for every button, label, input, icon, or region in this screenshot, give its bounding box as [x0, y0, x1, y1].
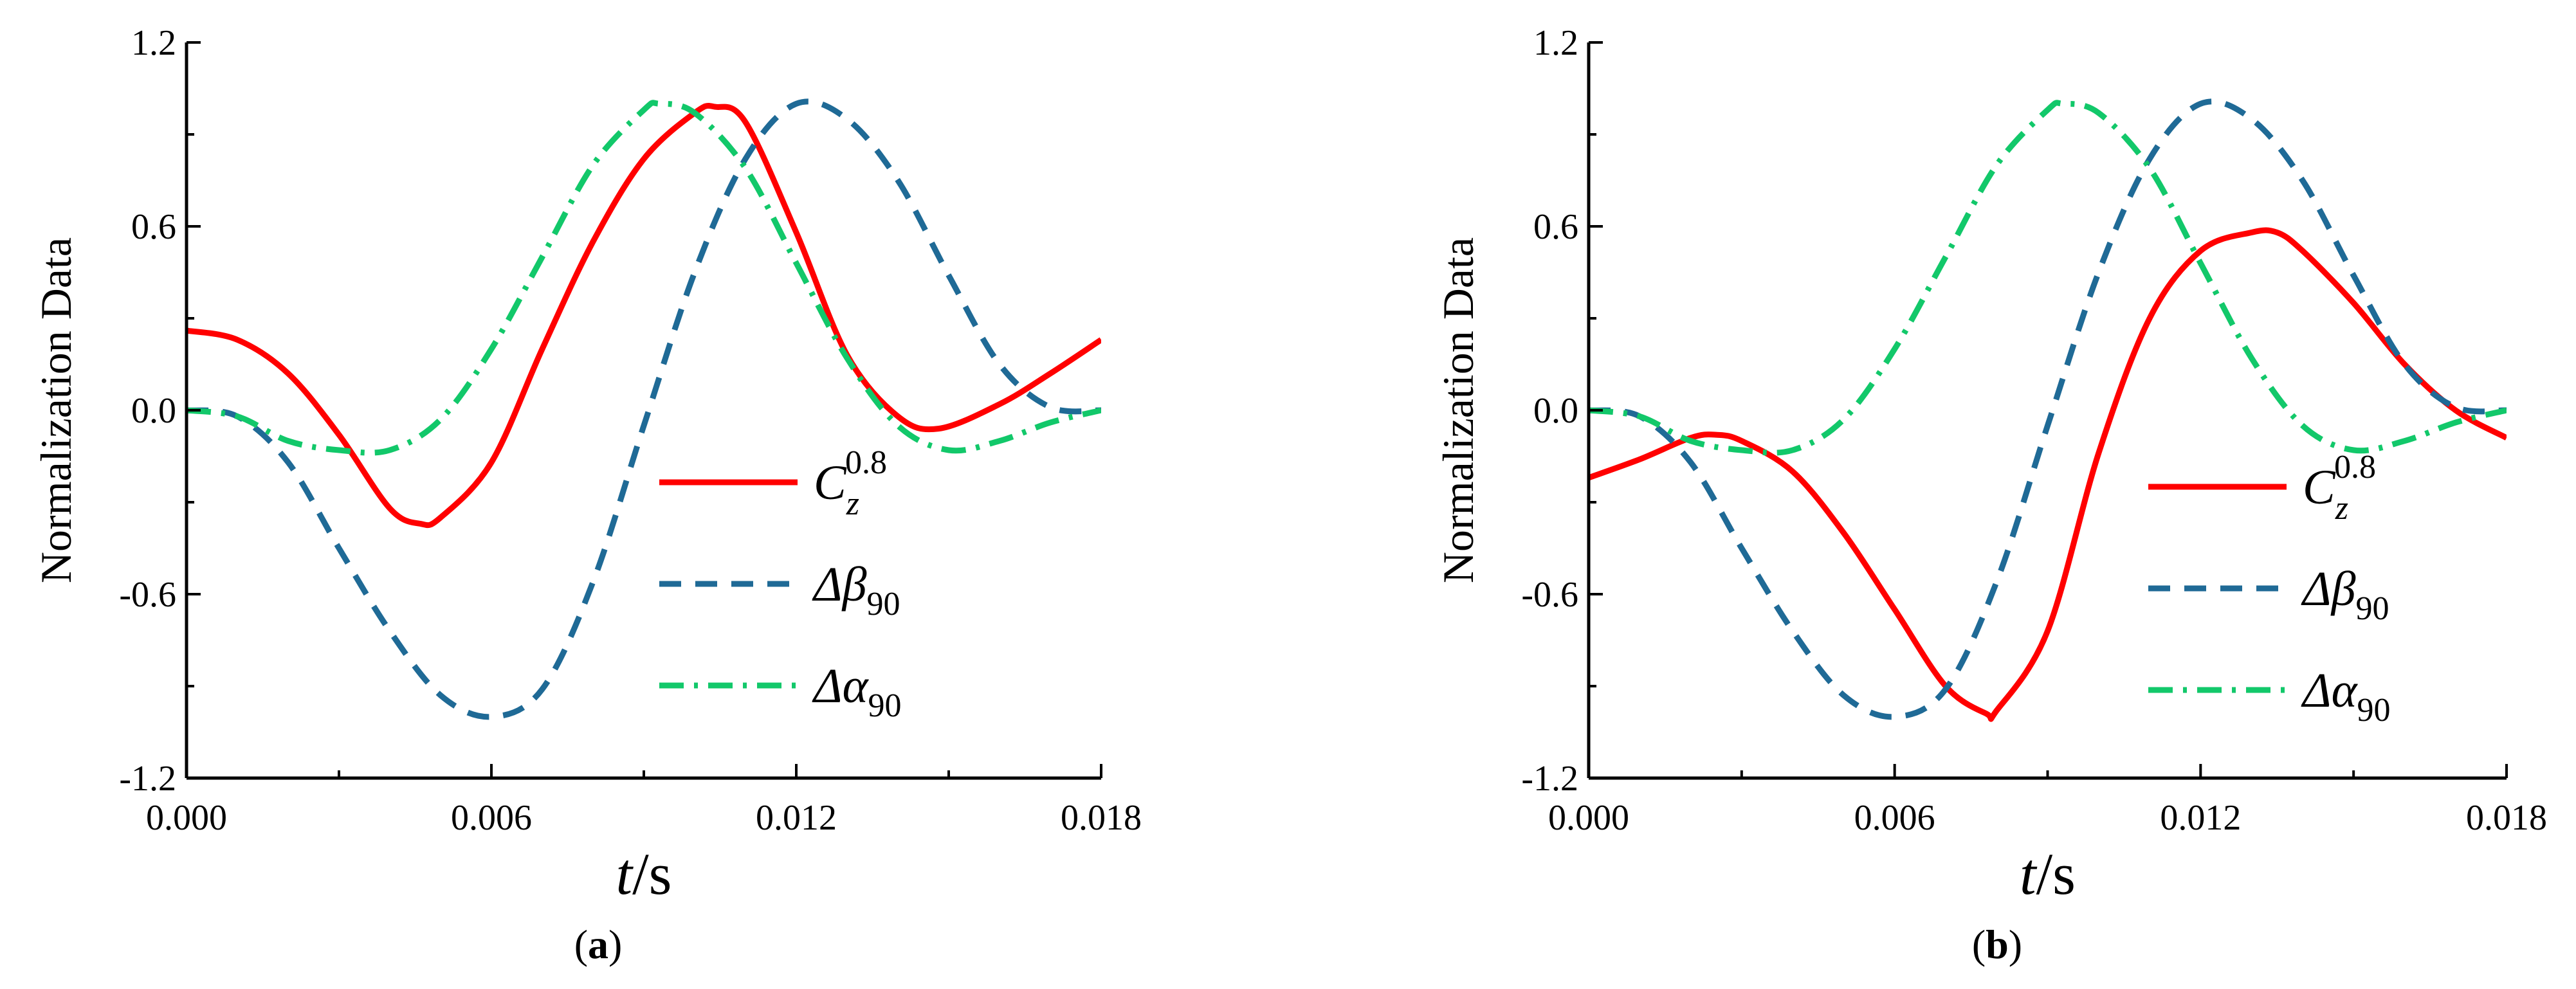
series-line-dalpha: [1589, 100, 2507, 456]
x-tick-label: 0.012: [756, 798, 837, 838]
y-tick-label: 0.0: [131, 391, 176, 431]
panel-label: (b): [1972, 921, 2022, 967]
x-tick-label: 0.018: [2466, 798, 2547, 838]
legend-label-sub: z: [846, 485, 859, 522]
panel-label-close: ): [2009, 921, 2022, 967]
y-tick-label: -1.2: [119, 759, 176, 799]
legend-label-dbeta: Δβ90: [812, 558, 900, 622]
panel-label-open: (: [574, 921, 588, 967]
legend-label-dbeta: Δβ90: [2301, 562, 2389, 627]
series-line-dbeta: [187, 98, 1101, 720]
y-tick-label: 1.2: [1533, 23, 1578, 63]
x-axis-label-unit: /s: [2036, 841, 2076, 907]
legend-label-dalpha: Δα90: [2301, 664, 2391, 729]
y-axis-label: Normalization Data: [32, 237, 80, 583]
legend-label-main: C: [814, 456, 847, 510]
panel-label-letter: a: [588, 921, 608, 967]
x-tick-label: 0.018: [1061, 798, 1142, 838]
legend-label-cz: Cz 0.8: [2303, 449, 2376, 527]
x-tick-label: 0.012: [2160, 798, 2241, 838]
y-tick-label: 0.6: [1533, 207, 1578, 247]
legend-label-main: Δβ: [812, 558, 867, 612]
panel-label-open: (: [1972, 921, 1986, 967]
y-axis-label: Normalization Data: [1434, 237, 1483, 583]
series-line-cz: [187, 102, 1101, 529]
panel-label-close: ): [608, 921, 622, 967]
y-tick-label: -0.6: [119, 575, 176, 615]
series-line-dalpha: [187, 100, 1101, 456]
x-tick-label: 0.000: [1548, 798, 1629, 838]
y-tick-label: 1.2: [131, 23, 176, 63]
legend-label-sup: 0.8: [2334, 449, 2376, 485]
y-tick-label: 0.0: [1533, 391, 1578, 431]
x-axis-label-unit: /s: [632, 841, 671, 907]
legend-label-sub: 90: [866, 586, 900, 622]
legend-label-sub: 90: [2355, 590, 2389, 627]
legend-label-sub: z: [2335, 490, 2348, 527]
chart-panel-a: -1.2 -0.6 0.0 0.6 1.2 0.000 0.006 0.012 0.018 Nor…: [32, 23, 1142, 967]
panel-label-letter: b: [1986, 921, 2009, 967]
legend-label-main: C: [2303, 460, 2336, 514]
legend-label-dalpha: Δα90: [812, 659, 902, 724]
x-axis-label: t/s: [2020, 841, 2076, 907]
series-line-cz: [1589, 227, 2507, 722]
x-axis-label-var: t: [2020, 841, 2038, 907]
x-tick-label: 0.006: [451, 798, 532, 838]
legend-label-main: Δα: [812, 659, 870, 713]
legend-label-main: Δβ: [2301, 562, 2356, 616]
y-tick-label: -0.6: [1521, 575, 1578, 615]
y-tick-label: 0.6: [131, 207, 176, 247]
legend-label-cz: Cz 0.8: [814, 444, 887, 522]
legend-label-sup: 0.8: [845, 444, 887, 481]
x-tick-label: 0.006: [1854, 798, 1935, 838]
x-tick-label: 0.000: [146, 798, 227, 838]
legend-label-sub: 90: [868, 687, 902, 724]
legend-label-main: Δα: [2301, 664, 2359, 718]
series-line-dbeta: [1589, 98, 2507, 720]
chart-panel-b: -1.2 -0.6 0.0 0.6 1.2 0.000 0.006 0.012 0.018 Nor…: [1434, 23, 2547, 967]
y-tick-label: -1.2: [1521, 759, 1578, 799]
panel-label: (a): [574, 921, 623, 967]
x-axis-label: t/s: [616, 841, 672, 907]
x-axis-label-var: t: [616, 841, 634, 907]
legend-label-sub: 90: [2357, 692, 2391, 729]
